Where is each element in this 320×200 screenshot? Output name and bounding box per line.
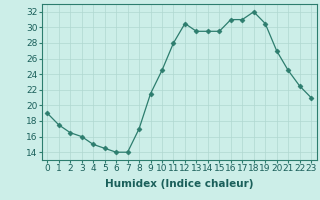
X-axis label: Humidex (Indice chaleur): Humidex (Indice chaleur): [105, 179, 253, 189]
